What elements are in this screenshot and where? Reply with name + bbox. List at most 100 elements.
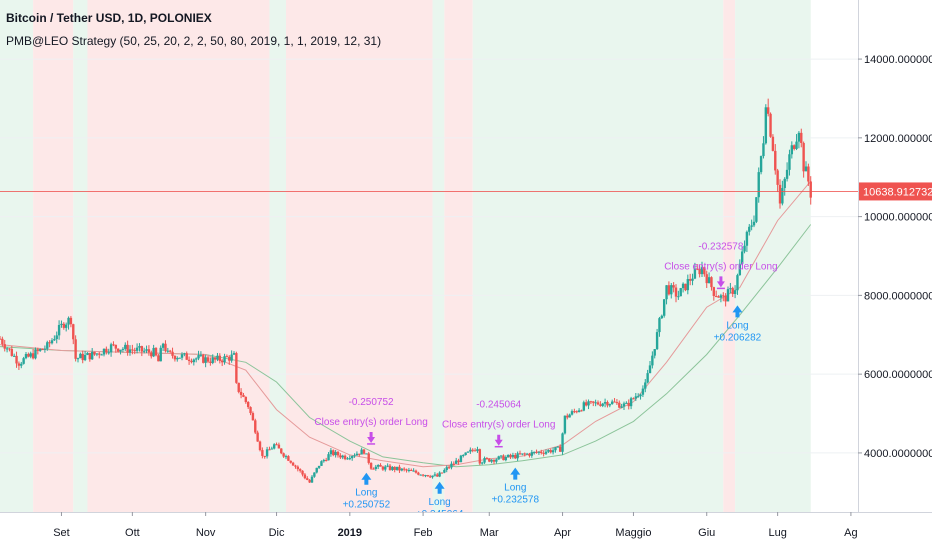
long-entry-arrow bbox=[732, 305, 743, 318]
long-entry-label: Long bbox=[429, 497, 451, 508]
candle-body bbox=[374, 466, 378, 470]
candle-body bbox=[440, 472, 444, 474]
candle-body bbox=[83, 354, 87, 361]
candle-body bbox=[426, 475, 430, 477]
candle-body bbox=[161, 343, 165, 348]
candle-body bbox=[622, 403, 626, 407]
candle-body bbox=[478, 449, 482, 464]
candle-body bbox=[755, 197, 758, 222]
candle-body bbox=[367, 453, 370, 463]
candle-body bbox=[360, 449, 363, 455]
candle-body bbox=[809, 181, 812, 198]
candle-body bbox=[705, 274, 708, 284]
candle-body bbox=[140, 346, 144, 352]
candle-body bbox=[542, 453, 545, 455]
candle-body bbox=[145, 349, 148, 351]
candle-body bbox=[738, 263, 742, 276]
candle-body bbox=[563, 415, 567, 434]
candle-body bbox=[566, 415, 569, 418]
background-band-green bbox=[0, 0, 34, 512]
candle-body bbox=[176, 358, 179, 360]
candle-body bbox=[270, 448, 274, 450]
candle-body bbox=[743, 245, 746, 252]
candle-body bbox=[362, 449, 366, 454]
candle-body bbox=[173, 355, 177, 360]
candle-body bbox=[86, 352, 89, 355]
candle-body bbox=[334, 451, 337, 456]
candle-body bbox=[223, 356, 226, 363]
candle-body bbox=[31, 353, 35, 359]
candle-body bbox=[766, 107, 770, 114]
candle-body bbox=[216, 355, 219, 360]
candle-body bbox=[636, 396, 640, 398]
candle-body bbox=[90, 351, 94, 360]
candle-body bbox=[776, 170, 779, 185]
candle-body bbox=[667, 285, 671, 295]
candle-body bbox=[287, 456, 290, 461]
candle-body bbox=[748, 226, 751, 232]
candle-body bbox=[691, 278, 694, 281]
candle-body bbox=[291, 462, 295, 466]
candle-body bbox=[15, 355, 18, 364]
y-tick-label: 10000.00000000 bbox=[864, 212, 932, 224]
candle-body bbox=[502, 455, 505, 461]
candle-body bbox=[769, 113, 772, 137]
candle-body bbox=[752, 221, 756, 226]
candle-body bbox=[693, 268, 697, 279]
candle-body bbox=[317, 465, 321, 468]
candle-body bbox=[620, 406, 623, 408]
candle-body bbox=[76, 358, 80, 360]
candle-body bbox=[48, 342, 51, 344]
candle-body bbox=[795, 141, 798, 149]
candle-body bbox=[395, 466, 399, 470]
candle-body bbox=[724, 295, 727, 302]
background-band-green bbox=[735, 0, 811, 512]
candle-body bbox=[272, 444, 276, 449]
candle-body bbox=[194, 358, 198, 360]
candle-body bbox=[402, 468, 406, 470]
candle-body bbox=[483, 458, 486, 463]
candle-body bbox=[471, 449, 474, 451]
candle-body bbox=[254, 420, 257, 433]
candle-body bbox=[157, 355, 160, 362]
candle-body bbox=[658, 318, 661, 333]
candle-body bbox=[332, 450, 335, 456]
x-tick-label: Maggio bbox=[615, 527, 651, 539]
long-entry-arrow bbox=[510, 467, 521, 480]
candle-body bbox=[150, 352, 153, 357]
candle-body bbox=[114, 344, 118, 349]
candle-body bbox=[639, 394, 642, 397]
background-band-red bbox=[723, 0, 736, 512]
candle-body bbox=[523, 453, 526, 455]
close-exit-arrow bbox=[367, 431, 376, 443]
candle-body bbox=[443, 469, 446, 473]
candle-body bbox=[398, 466, 401, 471]
candle-body bbox=[792, 145, 796, 149]
candle-body bbox=[686, 279, 690, 291]
x-tick-label: Apr bbox=[554, 527, 571, 539]
candle-body bbox=[400, 468, 404, 471]
candle-body bbox=[788, 154, 791, 170]
candle-body bbox=[528, 453, 531, 456]
candle-body bbox=[154, 347, 158, 356]
candle-body bbox=[506, 454, 510, 458]
strategy-label[interactable]: PMB@LEO Strategy (50, 25, 20, 2, 2, 50, … bbox=[6, 34, 382, 48]
candle-body bbox=[8, 348, 11, 350]
close-entry-value: -0.232578 bbox=[698, 241, 743, 252]
candle-body bbox=[298, 469, 302, 471]
close-entry-value: -0.250752 bbox=[349, 397, 394, 408]
x-tick-label: Feb bbox=[414, 527, 433, 539]
long-entry-value: +0.250752 bbox=[343, 500, 391, 511]
candle-body bbox=[301, 470, 304, 475]
candle-body bbox=[457, 460, 460, 463]
candle-body bbox=[308, 479, 311, 483]
candle-body bbox=[119, 349, 122, 352]
y-tick-label: 14000.00000000 bbox=[864, 54, 932, 66]
candle-body bbox=[750, 225, 753, 227]
x-tick-label: Mar bbox=[480, 527, 499, 539]
close-entry-label: Close entry(s) order Long bbox=[442, 420, 555, 431]
candle-body bbox=[790, 145, 794, 155]
candle-body bbox=[717, 296, 720, 298]
